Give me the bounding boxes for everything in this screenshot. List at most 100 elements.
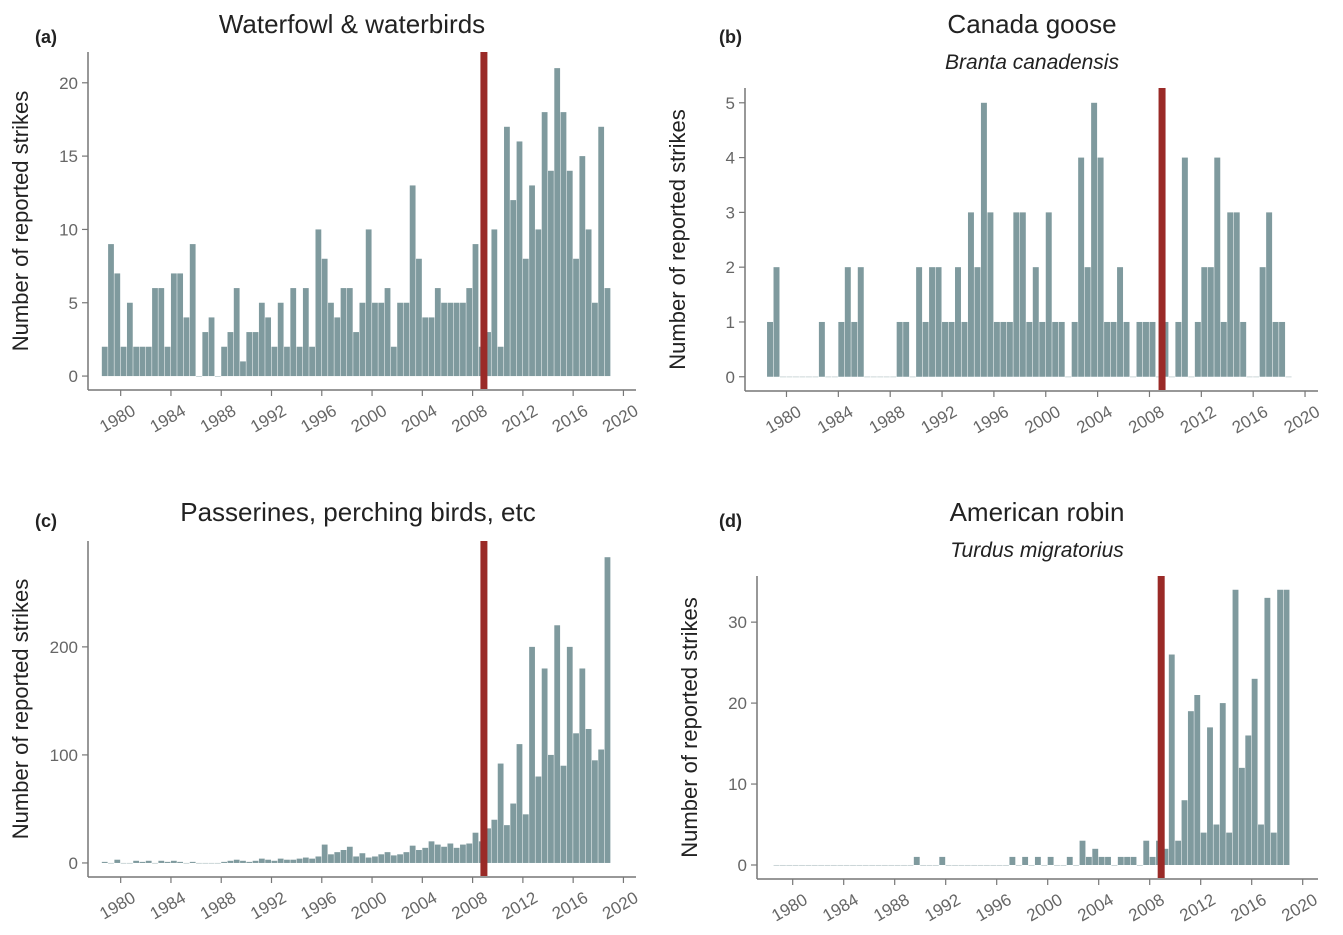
panel-title: American robin <box>950 497 1125 527</box>
bar <box>1118 857 1124 865</box>
x-tick-label: 2012 <box>499 401 541 436</box>
bar <box>303 288 309 376</box>
bar <box>1150 857 1156 865</box>
bar <box>858 267 864 377</box>
bar <box>209 317 215 376</box>
bar <box>819 322 825 377</box>
bar <box>567 647 573 863</box>
bar <box>466 844 472 863</box>
reference-line <box>1158 576 1165 878</box>
bar <box>140 862 146 863</box>
bar <box>341 288 347 376</box>
bar <box>322 845 328 863</box>
x-tick-label: 1980 <box>96 401 138 436</box>
bar <box>1092 849 1098 865</box>
x-tick-label: 1996 <box>298 401 340 436</box>
x-tick-label: 2000 <box>1022 402 1064 437</box>
x-tick-label: 1992 <box>247 401 289 436</box>
bar <box>278 303 284 376</box>
bar <box>1091 103 1097 377</box>
bar <box>1143 322 1149 377</box>
x-tick-label: 1984 <box>819 890 861 925</box>
bar <box>429 841 435 863</box>
x-tick-label: 1984 <box>147 888 189 923</box>
y-tick-label: 0 <box>69 854 78 873</box>
bar <box>171 273 177 376</box>
bar <box>1052 322 1058 377</box>
bar <box>592 760 598 863</box>
x-tick-label: 1992 <box>921 890 963 925</box>
x-tick-label: 1984 <box>147 401 189 436</box>
x-tick-label: 1996 <box>298 888 340 923</box>
bar <box>1085 267 1091 377</box>
bar <box>127 303 133 376</box>
bar <box>228 332 234 376</box>
bar <box>290 860 296 863</box>
bar <box>334 317 340 376</box>
bar <box>1252 679 1258 865</box>
bar <box>177 273 183 376</box>
bar <box>929 267 935 377</box>
bar <box>1221 322 1227 377</box>
bar <box>605 557 611 863</box>
bar <box>586 229 592 376</box>
bar <box>1124 857 1130 865</box>
panel-title: Waterfowl & waterbirds <box>219 9 485 39</box>
bar <box>491 229 497 376</box>
bar <box>460 845 466 863</box>
bar <box>353 332 359 376</box>
bar <box>259 859 265 863</box>
x-tick-label: 2008 <box>1125 402 1167 437</box>
bar <box>504 127 510 376</box>
reference-line <box>1159 88 1166 390</box>
x-tick-label: 1988 <box>870 890 912 925</box>
bar <box>397 854 403 863</box>
bar <box>1098 158 1104 377</box>
bar <box>422 317 428 376</box>
bar <box>1239 768 1245 865</box>
bar <box>1220 703 1226 865</box>
bar <box>1067 857 1073 865</box>
bar <box>1169 655 1175 865</box>
bar <box>994 322 1000 377</box>
x-tick-label: 2020 <box>599 401 641 436</box>
bar <box>108 244 114 376</box>
bar <box>598 127 604 376</box>
bar <box>1149 322 1155 377</box>
bar <box>1233 590 1239 865</box>
x-tick-label: 1988 <box>197 401 239 436</box>
bar <box>1033 267 1039 377</box>
bar <box>297 859 303 863</box>
bar <box>190 862 196 863</box>
x-tick-label: 2000 <box>348 401 390 436</box>
y-tick-label: 15 <box>59 147 78 166</box>
bar <box>523 814 529 863</box>
bar <box>221 347 227 376</box>
bar <box>1213 825 1219 865</box>
bar <box>573 259 579 376</box>
bar <box>416 259 422 376</box>
y-tick-label: 20 <box>59 74 78 93</box>
bar <box>435 288 441 376</box>
bar <box>949 322 955 377</box>
x-tick-label: 1992 <box>247 888 289 923</box>
bar <box>542 112 548 376</box>
y-axis-label: Number of reported strikes <box>665 109 690 369</box>
y-tick-label: 5 <box>69 294 78 313</box>
y-tick-label: 10 <box>728 775 747 794</box>
x-tick-label: 1996 <box>972 890 1014 925</box>
bar <box>845 267 851 377</box>
bar <box>297 347 303 376</box>
bar <box>981 103 987 377</box>
x-tick-label: 2004 <box>1074 890 1116 925</box>
bar <box>140 347 146 376</box>
bar <box>171 861 177 863</box>
bar <box>1175 841 1181 865</box>
bar <box>1022 857 1028 865</box>
y-tick-label: 2 <box>726 258 735 277</box>
bar <box>914 857 920 865</box>
panel-label: (a) <box>35 27 57 47</box>
y-tick-label: 0 <box>69 367 78 386</box>
bar <box>334 852 340 863</box>
x-tick-label: 2012 <box>1177 402 1219 437</box>
